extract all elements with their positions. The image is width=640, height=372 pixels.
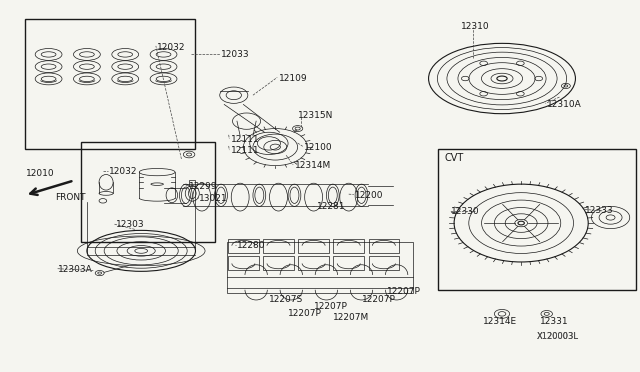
Bar: [81, 141, 214, 241]
Bar: [263, 256, 294, 270]
Text: 12111: 12111: [230, 146, 259, 155]
Text: 12303: 12303: [116, 221, 144, 230]
Bar: [227, 241, 413, 294]
Text: 12331: 12331: [540, 317, 569, 326]
Text: 12310: 12310: [461, 22, 489, 31]
Bar: [228, 238, 259, 253]
Text: 12207P: 12207P: [387, 287, 421, 296]
Text: 12280: 12280: [237, 241, 266, 250]
Bar: [438, 149, 636, 290]
Text: 12281: 12281: [317, 202, 346, 211]
Bar: [263, 238, 294, 253]
Text: 12207M: 12207M: [333, 313, 369, 322]
Bar: [189, 180, 195, 186]
Text: 12033: 12033: [221, 50, 250, 59]
Text: 12299: 12299: [189, 182, 218, 190]
Text: 12100: 12100: [304, 142, 333, 151]
Text: 13021: 13021: [198, 195, 227, 203]
Bar: [25, 19, 195, 149]
Text: 12111: 12111: [230, 135, 259, 144]
Text: 12303A: 12303A: [58, 265, 93, 274]
Text: 12010: 12010: [26, 169, 55, 177]
Text: CVT: CVT: [445, 153, 464, 163]
Text: 12207S: 12207S: [269, 295, 303, 304]
Bar: [369, 238, 399, 253]
Text: X120003L: X120003L: [537, 331, 579, 341]
Bar: [333, 256, 364, 270]
Text: 12314M: 12314M: [294, 161, 331, 170]
Text: 12314E: 12314E: [483, 317, 517, 326]
Bar: [369, 256, 399, 270]
Text: 12032: 12032: [109, 167, 138, 176]
Bar: [298, 256, 329, 270]
Text: 12207P: 12207P: [362, 295, 396, 304]
Bar: [333, 238, 364, 253]
Text: FRONT: FRONT: [55, 193, 86, 202]
Text: 12207P: 12207P: [314, 302, 348, 311]
Text: 12200: 12200: [355, 191, 383, 200]
Bar: [228, 256, 259, 270]
Text: 12333: 12333: [585, 206, 614, 215]
Text: 12315N: 12315N: [298, 111, 333, 120]
Bar: [298, 238, 329, 253]
Text: 12310A: 12310A: [547, 100, 582, 109]
Text: X120003L: X120003L: [537, 331, 579, 341]
Text: 12207P: 12207P: [288, 310, 322, 318]
Text: 12330: 12330: [451, 208, 479, 217]
Text: 12032: 12032: [157, 42, 186, 51]
Text: 12109: 12109: [278, 74, 307, 83]
